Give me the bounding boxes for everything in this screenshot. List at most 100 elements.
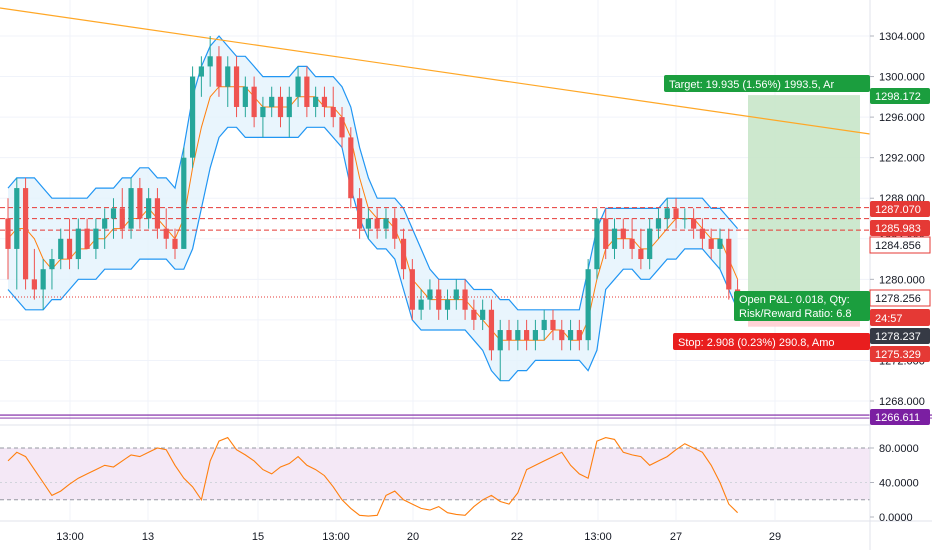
trendline-line[interactable]	[0, 7, 871, 135]
candle-body	[102, 218, 108, 229]
price-tick-label: 1296.000	[879, 112, 925, 124]
candle-body	[313, 96, 319, 107]
candle-body	[119, 208, 125, 229]
candle-body	[691, 218, 697, 229]
rsi-tick-label: 40.0000	[879, 478, 919, 490]
resistance-3-label-bg	[869, 236, 931, 254]
time-tick-label: 13:00	[584, 531, 612, 543]
bollinger-upper-line	[7, 35, 739, 311]
candle-body	[233, 66, 240, 107]
time-tick-label: 13:00	[322, 531, 350, 543]
candle-body	[242, 86, 248, 107]
candle-body	[392, 218, 398, 239]
candle-body	[348, 137, 354, 199]
candle-body	[277, 96, 284, 118]
candle-body	[603, 218, 609, 249]
current-price-label: 1278.256	[875, 293, 921, 305]
candle-body	[181, 157, 187, 249]
countdown-label-bg	[870, 309, 930, 326]
price-tick-label: 1304.000	[879, 31, 925, 43]
stop-label: Stop: 2.908 (0.23%) 290.8, Amo	[678, 337, 835, 349]
candle-body	[75, 228, 81, 260]
rsi-tick-label: 80.0000	[879, 443, 919, 455]
candle-body	[436, 289, 442, 310]
stop-price-label-bg	[870, 346, 930, 362]
time-tick-label: 29	[769, 531, 781, 543]
candle-body	[304, 76, 310, 107]
candle-body	[251, 86, 257, 118]
candle-body	[146, 198, 152, 219]
candle-body	[400, 238, 407, 270]
support-price-label-bg	[870, 409, 930, 425]
resistance-2-label: 1285.983	[875, 223, 921, 235]
candle-body	[365, 218, 371, 229]
candle-body	[453, 289, 459, 300]
trendline[interactable]	[0, 7, 871, 135]
candle-body	[216, 56, 222, 87]
time-tick-label: 27	[670, 531, 682, 543]
candle-body	[664, 208, 670, 219]
candle-body	[471, 309, 477, 320]
open-pnl-label: Open P&L: 0.018, Qty:	[739, 294, 850, 306]
resistance-1-label: 1287.070	[875, 204, 921, 216]
candle-body	[620, 228, 626, 239]
bollinger-lower-line	[7, 126, 739, 382]
candle-body	[137, 188, 143, 219]
time-tick-label: 13	[142, 531, 154, 543]
rsi-band	[0, 448, 870, 500]
candle-body	[638, 248, 644, 260]
rsi-line	[7, 436, 738, 517]
candle-body	[383, 218, 389, 229]
candle-body	[22, 188, 29, 280]
candle-body	[506, 330, 512, 341]
price-labels: Target: 19.935 (1.56%) 1993.5, Ar 1298.17…	[664, 75, 931, 425]
candle-body	[66, 238, 73, 260]
resistance-2-label-bg	[870, 220, 930, 236]
risk-reward-label: Risk/Reward Ratio: 6.8	[739, 308, 852, 320]
price-tick-label: 1280.000	[879, 274, 925, 286]
candle-body	[611, 228, 618, 249]
candles	[5, 36, 741, 381]
countdown-label: 24:57	[875, 313, 903, 325]
candle-body	[163, 228, 169, 239]
candle-body	[154, 198, 161, 229]
target-price-label-bg	[870, 88, 930, 104]
candle-body	[374, 218, 380, 229]
candle-body	[339, 117, 345, 138]
rsi-panel	[0, 424, 870, 517]
candle-body	[488, 309, 495, 351]
entry-price-label: 1278.237	[875, 331, 921, 343]
resistance-3-label: 1284.856	[875, 240, 921, 252]
candle-body	[673, 208, 679, 219]
candle-body	[532, 330, 538, 341]
candle-body	[14, 188, 20, 249]
candle-body	[357, 198, 363, 229]
time-tick-label: 22	[511, 531, 523, 543]
candle-body	[480, 309, 486, 320]
candle-body	[655, 218, 662, 229]
candle-body	[726, 238, 732, 290]
candle-body	[189, 76, 196, 158]
price-tick-label: 1292.000	[879, 153, 925, 165]
candle-body	[40, 269, 46, 290]
price-tick-label: 1268.000	[879, 396, 925, 408]
price-tick-label: 1300.000	[879, 72, 925, 84]
candle-body	[49, 259, 55, 270]
target-zone[interactable]	[748, 95, 860, 298]
candle-body	[444, 299, 451, 310]
candle-body	[717, 238, 723, 249]
entry-price-label-bg	[870, 328, 930, 344]
candle-body	[515, 330, 521, 341]
candle-body	[58, 238, 64, 260]
candle-body	[576, 330, 582, 341]
candle-body	[594, 218, 600, 270]
candle-body	[110, 208, 117, 219]
time-tick-label: 20	[407, 531, 419, 543]
rsi-tick-label: 0.0000	[879, 512, 913, 524]
support-price-label: 1266.611	[875, 412, 920, 424]
candle-body	[550, 319, 556, 331]
candle-body	[462, 289, 468, 310]
candle-body	[708, 238, 714, 249]
